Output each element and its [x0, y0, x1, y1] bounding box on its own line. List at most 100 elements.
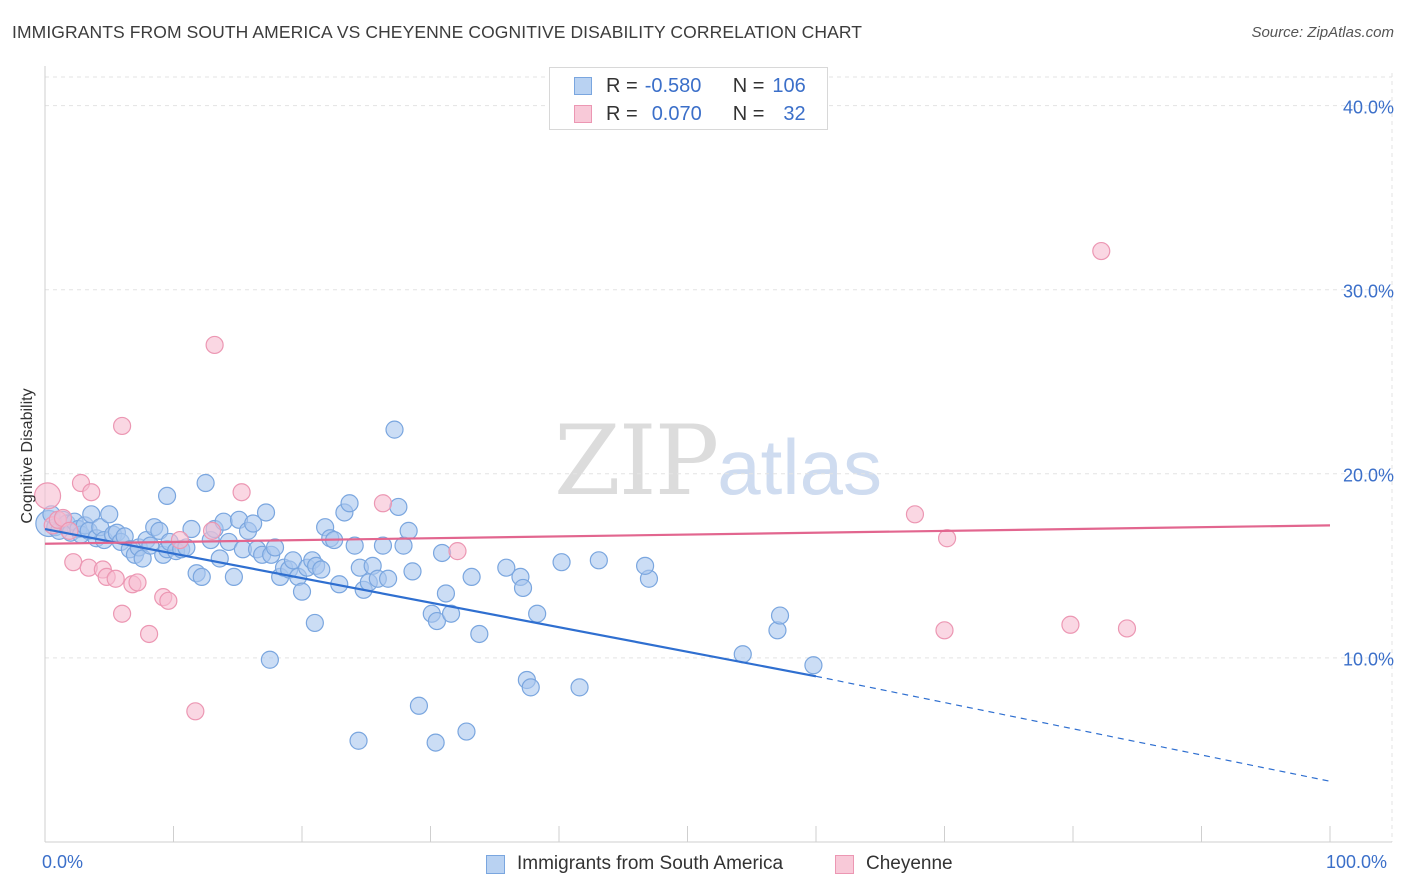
stats-legend-row-pink: R = 0.070 N = 32 [550, 100, 806, 128]
point-immigrants [265, 538, 285, 557]
point-immigrants [244, 514, 263, 533]
point-immigrants [768, 621, 787, 640]
point-immigrants [182, 519, 201, 539]
point-cheyenne [373, 494, 393, 513]
x-tick-label-max: 100.0% [1326, 852, 1388, 872]
trendline-immigrants-projection [815, 675, 1331, 782]
legend-item-immigrants[interactable]: Immigrants from South America [486, 851, 783, 877]
point-cheyenne [448, 542, 467, 561]
data-points [33, 241, 1137, 752]
point-immigrants [457, 722, 476, 741]
chart-title: IMMIGRANTS FROM SOUTH AMERICA VS CHEYENN… [12, 22, 863, 42]
point-immigrants [441, 604, 461, 623]
point-immigrants [292, 582, 312, 601]
point-cheyenne [82, 483, 101, 502]
legend-item-cheyenne[interactable]: Cheyenne [835, 851, 953, 877]
point-cheyenne [935, 621, 954, 640]
point-cheyenne [1092, 241, 1111, 261]
y-tick-label: 30.0% [1342, 281, 1394, 302]
point-immigrants [403, 562, 422, 581]
point-immigrants [426, 733, 445, 752]
pink-swatch [835, 854, 854, 874]
point-immigrants [224, 567, 243, 587]
point-immigrants [497, 558, 516, 577]
trendline-cheyenne [44, 524, 1331, 545]
blue-swatch [574, 77, 592, 95]
watermark-atlas: atlas [717, 423, 882, 511]
point-immigrants [521, 678, 540, 697]
x-tick-label-min: 0.0% [42, 852, 84, 872]
point-immigrants [389, 497, 408, 517]
y-tick-label: 20.0% [1342, 465, 1394, 486]
legend-label: Immigrants from South America [517, 853, 784, 874]
r-label: R = [606, 102, 638, 125]
point-immigrants [470, 624, 489, 644]
point-immigrants [385, 420, 404, 439]
y-tick-label: 40.0% [1342, 97, 1394, 118]
point-cheyenne [128, 573, 147, 592]
source-credit: Source: ZipAtlas.com [1251, 24, 1394, 41]
point-cheyenne [139, 624, 159, 644]
point-immigrants [552, 553, 571, 572]
y-axis-label: Cognitive Disability [19, 388, 36, 524]
point-immigrants [373, 536, 393, 555]
watermark: ZIPatlas [554, 405, 882, 517]
point-immigrants [312, 560, 331, 579]
point-cheyenne [64, 553, 83, 572]
r-value: -0.580 [644, 74, 702, 97]
point-cheyenne [905, 505, 925, 524]
point-cheyenne [205, 335, 224, 355]
point-immigrants [589, 551, 608, 570]
legend-label: Cheyenne [866, 853, 953, 874]
point-immigrants [305, 613, 324, 633]
point-cheyenne [937, 529, 957, 548]
point-immigrants [513, 578, 533, 598]
point-immigrants [349, 731, 368, 750]
point-immigrants [260, 650, 279, 669]
point-immigrants [770, 606, 790, 625]
point-cheyenne [159, 591, 178, 610]
point-immigrants [436, 584, 456, 603]
point-cheyenne [112, 604, 132, 623]
point-immigrants [345, 536, 364, 555]
point-cheyenne [106, 569, 125, 588]
point-immigrants [399, 521, 418, 540]
point-cheyenne [1117, 619, 1137, 638]
n-value: 106 [772, 74, 806, 97]
trendline-immigrants [44, 527, 817, 678]
point-immigrants [427, 611, 447, 631]
point-cheyenne [33, 482, 62, 510]
n-value: 32 [783, 102, 806, 125]
point-immigrants [157, 486, 177, 505]
point-immigrants [340, 494, 359, 513]
r-value: 0.070 [651, 102, 702, 125]
point-immigrants [570, 678, 589, 697]
n-label: N = [732, 74, 765, 97]
point-immigrants [378, 569, 398, 588]
point-immigrants [196, 473, 215, 493]
point-cheyenne [60, 521, 79, 540]
point-immigrants [256, 503, 276, 522]
point-cheyenne [1061, 615, 1080, 634]
point-immigrants [283, 551, 303, 570]
point-immigrants [432, 543, 452, 563]
grid-lines [45, 73, 1393, 842]
watermark-zip: ZIP [554, 405, 719, 517]
stats-legend-row-blue: R = -0.580 N = 106 [550, 72, 806, 100]
point-cheyenne [186, 702, 205, 721]
point-cheyenne [112, 416, 132, 436]
point-immigrants [192, 567, 211, 587]
trend-lines [44, 524, 1331, 782]
n-label: N = [732, 102, 765, 125]
point-immigrants [528, 604, 547, 623]
r-label: R = [606, 74, 638, 97]
point-cheyenne [232, 483, 251, 502]
axes [44, 66, 1392, 843]
point-immigrants [804, 656, 823, 675]
point-cheyenne [170, 530, 190, 550]
point-immigrants [409, 696, 429, 715]
blue-swatch [486, 854, 505, 874]
point-immigrants [82, 505, 101, 524]
point-immigrants [100, 505, 119, 524]
y-tick-label: 10.0% [1342, 649, 1394, 670]
